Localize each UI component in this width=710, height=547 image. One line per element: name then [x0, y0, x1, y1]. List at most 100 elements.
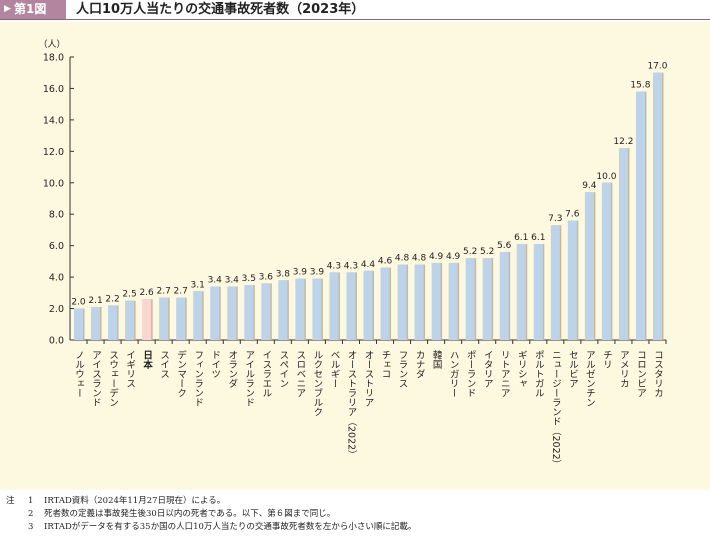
x-tick-label: ニュージーランド（2022）	[550, 350, 562, 469]
data-label: 2.2	[105, 294, 119, 304]
data-label: 3.4	[225, 276, 240, 286]
x-tick-label: オランダ	[226, 350, 238, 388]
x-tick-label: アメリカ	[618, 350, 629, 388]
data-label: 3.8	[276, 269, 291, 279]
data-label: 4.8	[412, 254, 427, 264]
x-tick-label: ノルウェー	[73, 350, 85, 398]
x-tick-label: アイスランド	[90, 350, 102, 407]
note-3: 3 IRTADがデータを有する35か国の人口10万人当たりの交通事故死者数を左から…	[0, 521, 416, 534]
triangle-icon: ▶	[4, 4, 11, 14]
bar	[363, 270, 373, 340]
x-tick-label: ギリシャ	[516, 350, 527, 388]
bar	[516, 244, 526, 340]
bar	[108, 305, 118, 340]
data-label: 2.0	[71, 298, 86, 308]
bar	[261, 283, 271, 340]
x-tick-label: リトアニア	[499, 350, 511, 398]
x-tick-label: イタリア	[482, 350, 494, 388]
data-label: 5.6	[497, 241, 512, 251]
bar	[431, 262, 441, 340]
x-tick-label: ポルトガル	[533, 350, 545, 398]
bar-japan	[142, 299, 152, 340]
y-axis-unit: （人）	[38, 39, 65, 50]
bar	[652, 72, 662, 340]
x-tick-label: ルクセンブルク	[311, 350, 323, 417]
data-label: 3.6	[259, 272, 274, 282]
bar	[550, 225, 560, 340]
data-label: 12.2	[613, 137, 633, 147]
y-tick-label: 4.0	[49, 273, 64, 284]
notes-label: 注	[6, 496, 15, 506]
data-label: 2.7	[174, 287, 188, 297]
bar	[635, 91, 645, 340]
x-tick-label: カナダ	[414, 350, 426, 379]
data-label: 7.3	[548, 214, 562, 224]
note-text: IRTAD資料（2024年11月27日現在）による。	[44, 496, 226, 506]
data-label: 6.1	[514, 233, 528, 243]
y-tick-label: 10.0	[43, 178, 64, 189]
data-label: 7.6	[565, 210, 580, 220]
y-tick-label: 18.0	[43, 53, 64, 64]
x-tick-label: ハンガリー	[448, 350, 460, 398]
x-tick-label: スペイン	[277, 350, 289, 388]
x-tick-label: スウェーデン	[107, 350, 119, 407]
y-tick-label: 2.0	[49, 304, 64, 315]
figure-label: ▶ 第1図	[0, 0, 66, 19]
y-tick-label: 8.0	[49, 210, 64, 221]
x-tick-label: スイス	[158, 350, 170, 379]
data-label: 3.4	[208, 276, 223, 286]
bar	[91, 306, 101, 340]
x-tick-label: イギリス	[124, 350, 136, 388]
data-label: 4.9	[429, 252, 444, 262]
x-tick-label: イスラエル	[260, 350, 272, 398]
data-label: 3.5	[242, 274, 256, 284]
chart-title: 人口10万人当たりの交通事故死者数（2023年）	[76, 2, 365, 17]
x-tick-label: 日本	[141, 350, 153, 370]
bar	[210, 286, 220, 340]
note-2: 2 死者数の定義は事故発生後30日以内の死者である。以下、第６図まで同じ。	[0, 508, 416, 521]
y-tick-label: 16.0	[43, 84, 64, 95]
bar	[227, 286, 237, 340]
data-label: 4.3	[344, 261, 358, 271]
data-label: 15.8	[630, 81, 650, 91]
note-text: IRTADがデータを有する35か国の人口10万人当たりの交通事故死者数を左から小…	[44, 522, 417, 532]
y-tick-label: 6.0	[49, 241, 64, 252]
x-tick-label: ドイツ	[209, 350, 221, 379]
x-tick-label: アイルランド	[243, 350, 255, 407]
bar	[159, 297, 169, 340]
bar	[346, 272, 356, 340]
bar	[584, 192, 594, 340]
note-number: 1	[28, 496, 34, 506]
x-tick-label: セルビア	[567, 350, 579, 388]
x-tick-label: コロンビア	[635, 350, 646, 398]
notes: 注 1 IRTAD資料（2024年11月27日現在）による。 2 死者数の定義は事故発…	[0, 495, 416, 534]
data-label: 4.4	[361, 260, 376, 270]
figure-number: 第1図	[14, 2, 47, 16]
y-tick-label: 0.0	[49, 336, 64, 347]
data-label: 2.6	[139, 288, 154, 298]
data-label: 17.0	[647, 62, 667, 72]
data-label: 4.3	[327, 261, 341, 271]
x-tick-label: フィンランド	[192, 350, 203, 407]
data-label: 4.6	[378, 257, 393, 267]
bar	[295, 278, 305, 340]
bar	[380, 267, 390, 340]
bar-chart: （人） 0.0 2.0 4.0 6.0 8.0 10.0 12.0 14.0 16.0 18.0 2.…	[38, 39, 667, 469]
data-label: 10.0	[596, 172, 616, 182]
x-tick-label: オーストリア	[363, 350, 375, 407]
y-tick-label: 14.0	[43, 115, 64, 126]
x-tick-label: ポーランド	[465, 350, 477, 398]
x-tick-label: チリ	[601, 350, 612, 369]
data-label: 5.2	[463, 247, 477, 257]
data-label: 4.9	[446, 252, 461, 262]
note-number: 2	[28, 509, 34, 519]
bar	[618, 148, 628, 340]
bar	[601, 182, 611, 340]
x-tick-label: チェコ	[380, 350, 391, 379]
data-label: 3.1	[191, 280, 205, 290]
bar	[499, 251, 509, 340]
note-1: 注 1 IRTAD資料（2024年11月27日現在）による。	[0, 495, 416, 508]
x-tick-label: フランス	[397, 350, 408, 388]
x-tick-label: ベルギー	[328, 350, 340, 388]
x-tick-label: アルゼンチン	[584, 350, 596, 407]
